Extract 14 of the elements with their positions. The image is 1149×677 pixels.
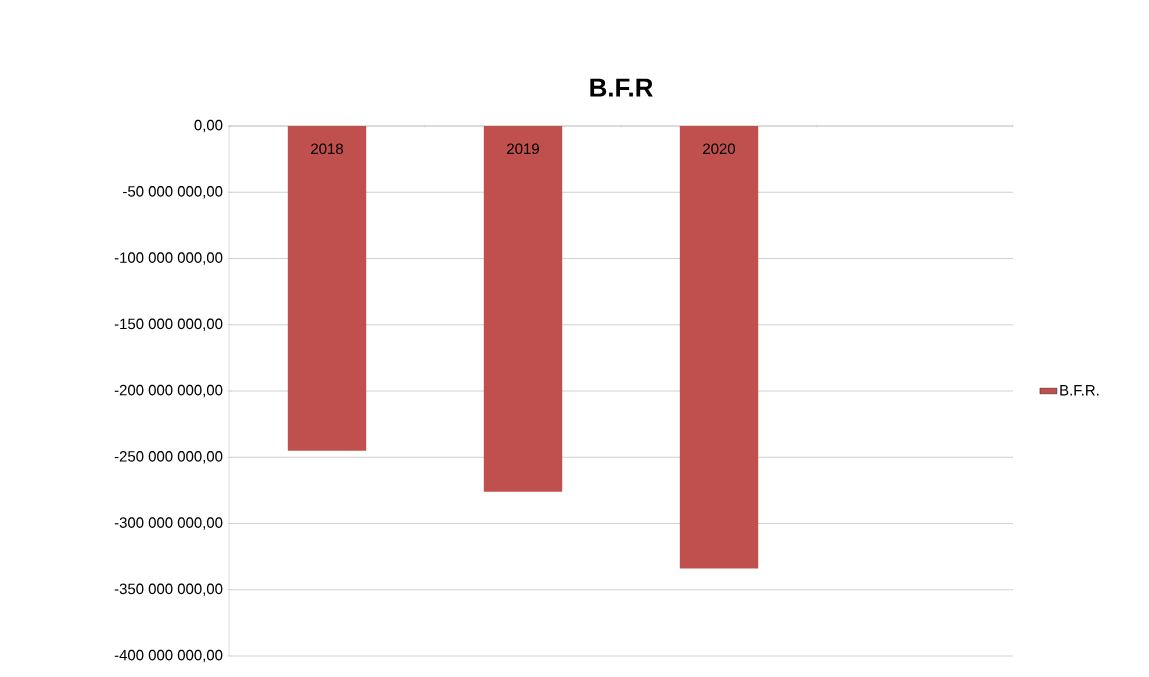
x-tick-label: 2019: [507, 143, 539, 155]
y-tick-label: -50 000 000,00: [123, 186, 223, 199]
y-tick-label: -150 000 000,00: [114, 318, 223, 331]
y-tick-label: -400 000 000,00: [114, 649, 223, 663]
x-tick-label: 2020: [703, 143, 736, 155]
y-tick-label: 0,00: [194, 119, 223, 133]
chart-title: B.F.R: [590, 78, 653, 97]
y-tick-label: -350 000 000,00: [114, 583, 223, 596]
y-tick-label: -250 000 000,00: [114, 451, 223, 464]
legend-label: B.F.R.: [1060, 385, 1099, 396]
y-tick-label: -100 000 000,00: [114, 252, 223, 265]
x-tick-label: 2018: [311, 143, 343, 155]
y-tick-label: -300 000 000,00: [114, 517, 223, 530]
y-tick-label: -200 000 000,00: [114, 384, 223, 398]
